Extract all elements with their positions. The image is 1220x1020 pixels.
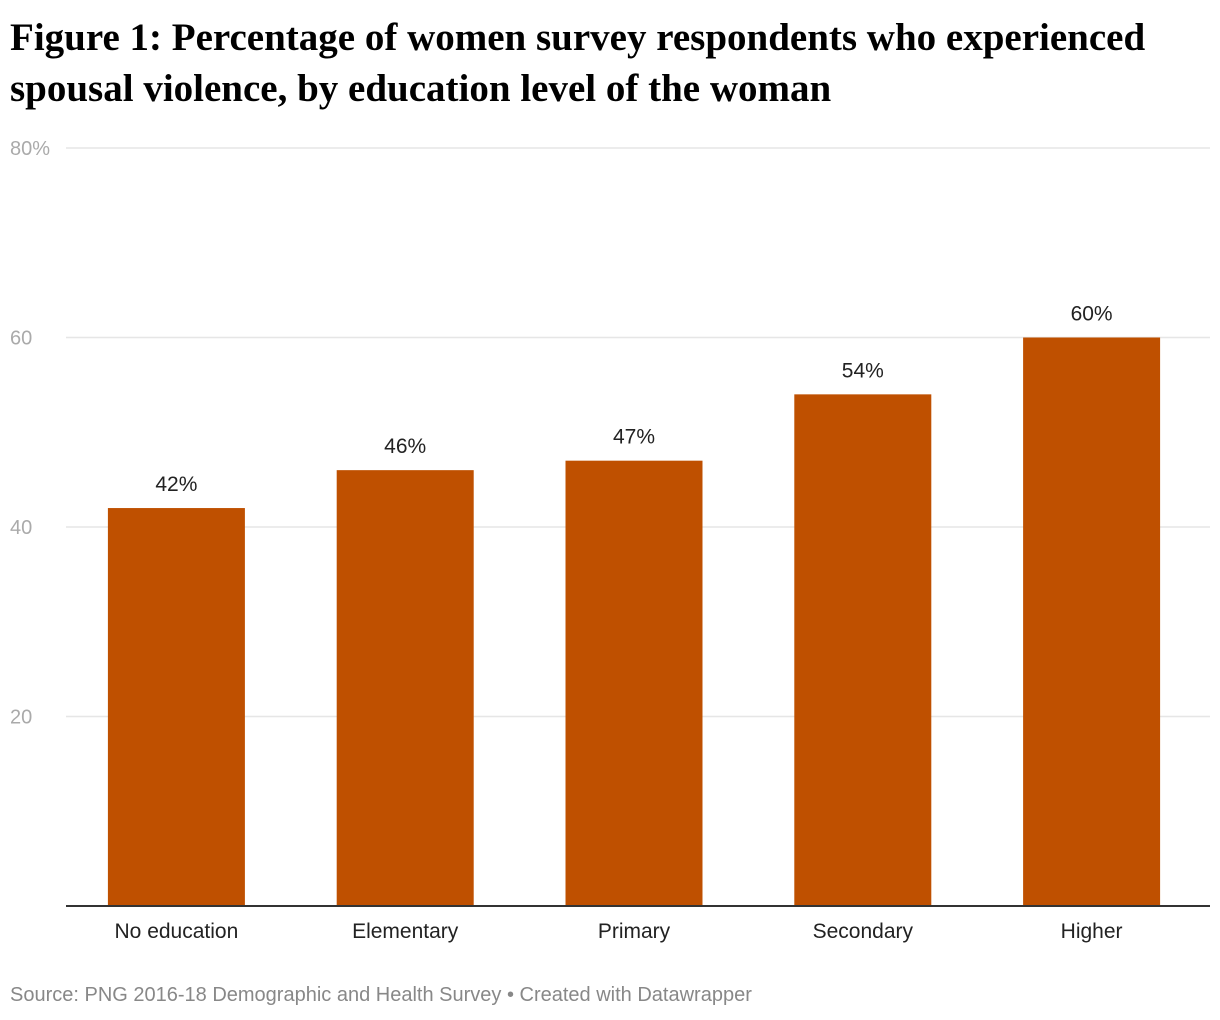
separator-dot: • [501, 984, 520, 1006]
bar [336, 470, 474, 906]
bar [107, 508, 245, 906]
bar [1023, 337, 1161, 906]
value-label: 60% [1071, 303, 1113, 326]
category-label: Elementary [352, 920, 459, 943]
category-label: Higher [1061, 920, 1123, 943]
category-label: No education [115, 920, 239, 943]
bars [107, 337, 1161, 906]
bar [565, 460, 703, 906]
y-tick-label: 40 [10, 517, 32, 539]
value-label: 54% [842, 359, 884, 382]
y-tick-label: 60 [10, 328, 32, 350]
bar [794, 394, 932, 906]
credit-text: Created with Datawrapper [519, 984, 752, 1006]
source-text: Source: PNG 2016-18 Demographic and Heal… [10, 984, 502, 1006]
value-label: 46% [384, 435, 426, 458]
y-tick-label: 80% [10, 138, 50, 160]
value-label: 42% [155, 473, 197, 496]
chart-title: Figure 1: Percentage of women survey res… [10, 16, 1146, 110]
category-label: Secondary [813, 920, 914, 943]
source-note: Source: PNG 2016-18 Demographic and Heal… [10, 984, 752, 1007]
gridlines: 20 40 60 80% [10, 138, 1210, 729]
category-label: Primary [598, 920, 671, 943]
x-axis: No education Elementary Primary Secondary Hi… [66, 905, 1210, 943]
bar-chart: 20 40 60 80% 42% 46% 47% 54% 60% No education El… [10, 138, 1210, 943]
value-labels: 42% 46% 47% 54% 60% [155, 303, 1112, 497]
value-label: 47% [613, 426, 655, 449]
y-tick-label: 20 [10, 707, 32, 729]
